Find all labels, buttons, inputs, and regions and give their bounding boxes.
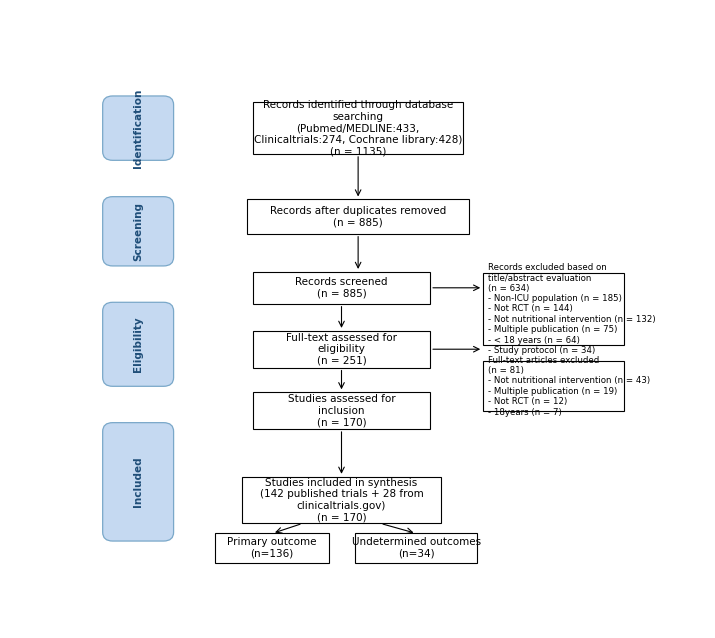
Text: Included: Included <box>133 457 143 507</box>
Text: Full-text articles excluded
(n = 81)
- Not nutritional intervention (n = 43)
- M: Full-text articles excluded (n = 81) - N… <box>488 355 650 417</box>
Text: Identification: Identification <box>133 89 143 168</box>
Text: Studies included in synthesis
(142 published trials + 28 from
clinicaltrials.gov: Studies included in synthesis (142 publi… <box>260 478 423 523</box>
Text: Eligibility: Eligibility <box>133 316 143 372</box>
Bar <box>483 273 624 345</box>
Bar <box>483 362 624 411</box>
Text: Records screened
(n = 885): Records screened (n = 885) <box>295 277 388 299</box>
Bar <box>253 102 463 154</box>
Text: Full-text assessed for
eligibility
(n = 251): Full-text assessed for eligibility (n = … <box>286 332 397 366</box>
Bar <box>253 392 430 429</box>
FancyBboxPatch shape <box>103 96 174 160</box>
Bar <box>355 533 478 563</box>
Bar <box>247 199 469 234</box>
Text: Primary outcome
(n=136): Primary outcome (n=136) <box>227 537 317 559</box>
FancyBboxPatch shape <box>103 422 174 541</box>
Bar <box>253 330 430 367</box>
FancyBboxPatch shape <box>103 197 174 266</box>
Bar <box>242 477 441 523</box>
Text: Undetermined outcomes
(n=34): Undetermined outcomes (n=34) <box>352 537 481 559</box>
Bar <box>215 533 329 563</box>
Text: Studies assessed for
inclusion
(n = 170): Studies assessed for inclusion (n = 170) <box>287 394 395 427</box>
Bar <box>253 272 430 304</box>
Text: Records excluded based on
title/abstract evaluation
(n = 634)
- Non-ICU populati: Records excluded based on title/abstract… <box>488 263 655 355</box>
Text: Records identified through database
searching
(Pubmed/MEDLINE:433,
Clinicaltrial: Records identified through database sear… <box>254 100 463 156</box>
Text: Records after duplicates removed
(n = 885): Records after duplicates removed (n = 88… <box>270 206 446 227</box>
Text: Screening: Screening <box>133 202 143 261</box>
FancyBboxPatch shape <box>103 302 174 386</box>
